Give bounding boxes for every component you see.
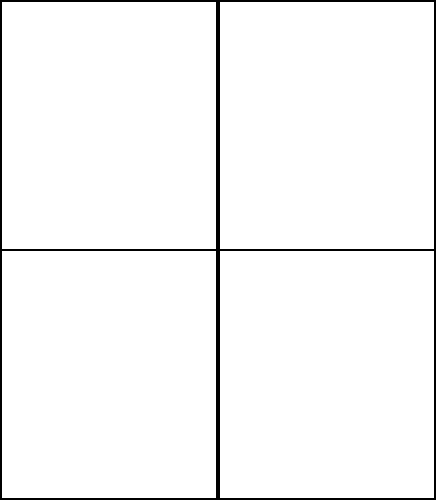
Text: (a): (a) (10, 10, 33, 24)
Text: (d): (d) (228, 258, 251, 272)
Text: (c): (c) (10, 258, 31, 272)
Text: (b): (b) (228, 10, 251, 24)
